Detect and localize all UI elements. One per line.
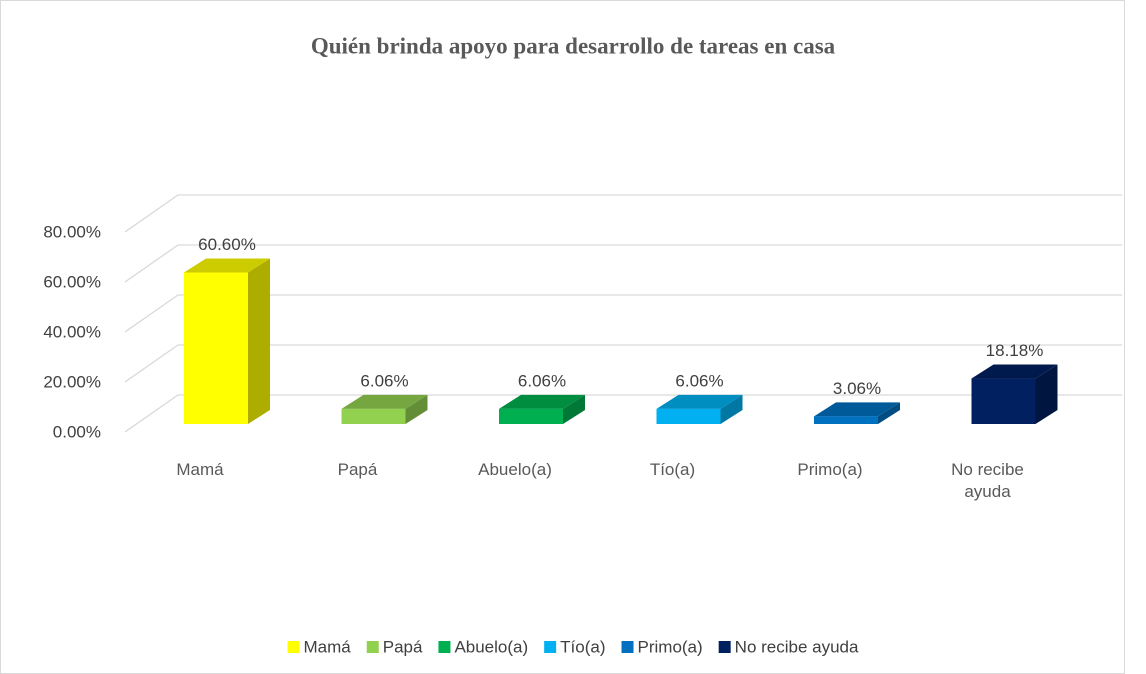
y-tick-label: 60.00% — [43, 272, 101, 291]
legend-label: No recibe ayuda — [735, 637, 859, 656]
bar — [814, 416, 878, 424]
value-label: 18.18% — [986, 341, 1044, 360]
bar-top — [656, 394, 743, 409]
bar-top — [184, 258, 270, 273]
bar-side — [720, 394, 743, 424]
legend-swatch — [287, 641, 300, 653]
y-tick-label: 40.00% — [43, 322, 101, 341]
x-tick-label: Tío(a) — [649, 460, 696, 479]
legend-swatch — [438, 641, 451, 653]
value-label: 6.06% — [675, 371, 723, 390]
bar — [656, 408, 721, 424]
legend-label: Primo(a) — [638, 637, 703, 656]
value-label: 6.06% — [518, 371, 566, 390]
bar — [184, 272, 248, 424]
value-label: 60.60% — [198, 235, 256, 254]
grid-line — [124, 344, 1122, 383]
x-tick-label: Primo(a) — [797, 460, 863, 479]
x-tick-label: No recibe ayuda — [951, 460, 1024, 501]
bar-side — [405, 394, 428, 424]
bar-top — [341, 394, 428, 409]
grid-line — [124, 244, 1122, 283]
bar — [341, 408, 406, 424]
value-label: 6.06% — [360, 371, 408, 390]
legend-label: Papá — [383, 637, 423, 656]
x-tick-label: Abuelo(a) — [478, 460, 552, 479]
legend-label: Tío(a) — [560, 637, 605, 656]
grid-line — [124, 394, 1122, 433]
bar-side — [563, 394, 585, 424]
x-tick-label: Mamá — [176, 460, 224, 479]
value-label: 3.06% — [833, 379, 881, 398]
y-tick-label: 80.00% — [43, 222, 101, 241]
bar-side — [878, 402, 900, 424]
legend-swatch — [718, 641, 731, 653]
y-tick-label: 20.00% — [43, 372, 101, 391]
bar-side — [248, 258, 270, 424]
y-tick-label: 0.00% — [53, 422, 101, 441]
bar — [499, 408, 563, 424]
bar-top — [814, 402, 900, 417]
legend-swatch — [366, 641, 379, 653]
bar — [971, 378, 1036, 424]
x-tick-label: Papá — [337, 460, 378, 479]
legend-label: Mamá — [304, 637, 352, 656]
legend-label: Abuelo(a) — [454, 637, 528, 656]
bar-top — [499, 394, 585, 409]
grid-line — [124, 194, 1122, 233]
legend-swatch — [544, 641, 557, 653]
bar-side — [1035, 364, 1058, 424]
grid-line — [124, 294, 1122, 333]
legend-swatch — [621, 641, 634, 653]
bar-top — [971, 364, 1058, 379]
chart-title: Quién brinda apoyo para desarrollo de ta… — [311, 33, 836, 58]
